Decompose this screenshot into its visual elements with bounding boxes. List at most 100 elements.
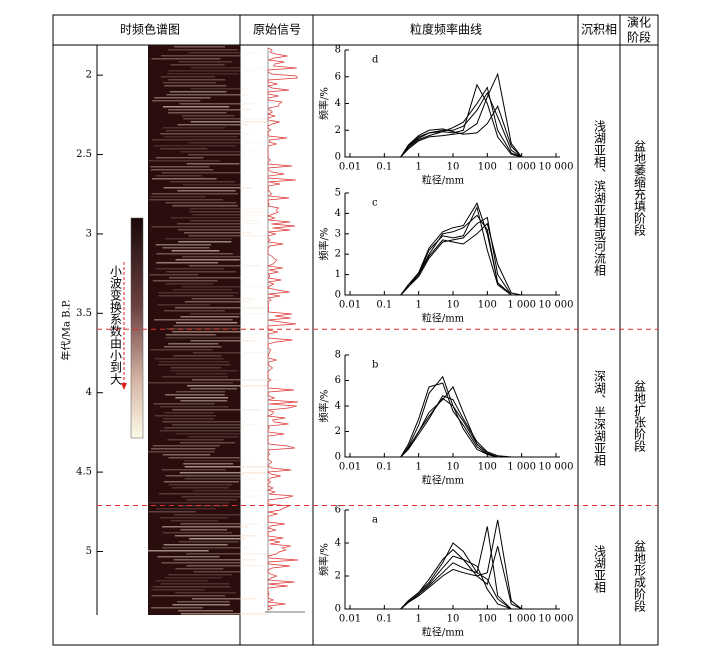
spectrogram-band <box>189 211 267 213</box>
header: 阶段 <box>627 30 651 45</box>
x-tick-label: 0.1 <box>376 162 392 173</box>
y-tick-label: 4 <box>86 387 92 398</box>
curve <box>400 382 522 458</box>
header: 演化 <box>627 15 651 30</box>
table-frame <box>52 14 659 646</box>
spectrogram-band <box>179 541 239 543</box>
y-tick-label: 1 <box>335 269 341 280</box>
spectrogram-band <box>188 52 262 54</box>
spectrogram-band <box>148 502 229 504</box>
y-tick-label: 0 <box>335 290 341 301</box>
spectrogram-band <box>178 505 225 507</box>
spectrogram-band <box>160 76 215 78</box>
spectrogram-band <box>162 547 251 549</box>
y-axis-label: 频率/% <box>318 543 331 576</box>
x-axis-label: 粒径/mm <box>422 626 465 639</box>
spectrogram-band <box>148 451 215 453</box>
x-tick-label: 100 <box>478 614 497 625</box>
spectrogram-band <box>176 391 226 393</box>
spectrogram-band <box>188 154 245 156</box>
spectrogram-band <box>174 535 257 537</box>
stage: 盆地形成阶段 <box>633 540 647 613</box>
spectrogram-band <box>164 412 214 414</box>
x-tick-label: 10 000 <box>539 614 574 625</box>
spectrogram-band <box>182 256 243 258</box>
spectrogram-band <box>159 430 242 432</box>
spectrogram-band <box>175 259 240 261</box>
spectrogram-band <box>189 208 266 210</box>
spectrogram-band <box>170 370 238 372</box>
spectrogram-band <box>175 307 266 309</box>
curve <box>400 555 522 610</box>
facies: 深湖、半深湖亚相 <box>593 370 607 466</box>
x-tick-label: 1 <box>415 162 421 173</box>
spectrogram-band <box>163 346 222 348</box>
curve <box>400 519 523 610</box>
spectrogram-band <box>170 64 225 66</box>
spectrogram-band <box>174 514 249 516</box>
curve <box>400 83 522 158</box>
curve <box>400 72 523 158</box>
spectrogram-band <box>177 190 236 192</box>
spectrogram-band <box>184 466 274 468</box>
curve <box>400 202 522 296</box>
spectrogram-band <box>164 577 223 579</box>
y-tick-label: 2 <box>335 426 341 437</box>
spectrogram-band <box>152 445 220 447</box>
spectrogram-band <box>159 361 230 363</box>
spectrogram-band <box>156 253 233 255</box>
spectrogram-band <box>148 511 196 513</box>
spectrogram-band <box>157 556 220 558</box>
spectrogram-band <box>162 106 230 108</box>
spectrogram-band <box>163 544 228 546</box>
spectrogram-band <box>189 538 246 540</box>
y-tick-label: 8 <box>335 45 341 56</box>
y-tick-label: 6 <box>335 375 341 386</box>
y-tick-label: 4 <box>335 538 341 549</box>
spectrogram-band <box>150 166 210 168</box>
spectrogram-band <box>151 196 206 198</box>
spectrogram-band <box>166 271 236 273</box>
spectrogram-band <box>159 493 249 495</box>
spectrogram-band <box>190 88 248 90</box>
y-tick-label: 5 <box>335 188 341 199</box>
x-axis-label: 粒径/mm <box>422 474 465 487</box>
spectrogram-band <box>157 364 231 366</box>
stage: 盆地萎缩充填阶段 <box>633 140 647 237</box>
spectrogram-band <box>167 439 224 441</box>
x-tick-label: 0.01 <box>339 462 361 473</box>
spectrogram-band <box>164 85 227 87</box>
spectrogram-band <box>160 583 230 585</box>
spectrogram-band <box>151 595 226 597</box>
spectrogram-band <box>152 280 218 282</box>
spectrogram-band <box>180 523 259 525</box>
spectrogram-band <box>156 262 219 264</box>
spectrogram-band <box>176 322 238 324</box>
spectrogram-band <box>177 601 230 603</box>
spectrogram-band <box>189 265 262 267</box>
spectrogram-band <box>168 277 241 279</box>
spectrogram-band <box>165 202 237 204</box>
spectrogram-band <box>164 238 233 240</box>
spectrogram-band <box>149 199 223 201</box>
spectrogram-band <box>163 418 214 420</box>
y-tick-label: 0 <box>335 452 341 463</box>
y-tick-label: 6 <box>335 505 341 516</box>
spectrogram-band <box>190 220 262 222</box>
curve <box>400 91 522 158</box>
spectrogram-band <box>184 460 250 462</box>
x-tick-label: 10 <box>447 614 460 625</box>
header: 原始信号 <box>253 23 301 37</box>
spectrogram-band <box>180 400 228 402</box>
x-tick-label: 100 <box>478 300 497 311</box>
y-tick-label: 2.5 <box>76 149 92 160</box>
spectrogram-band <box>186 163 240 165</box>
spectrogram-band <box>150 169 214 171</box>
y-tick-label: 5 <box>86 546 92 557</box>
spectrogram-band <box>164 310 225 312</box>
spectrogram-band <box>160 148 208 150</box>
x-tick-label: 0.01 <box>339 162 361 173</box>
spectrogram-band <box>170 520 219 522</box>
spectrogram-band <box>162 376 228 378</box>
spectrogram-band <box>151 226 243 228</box>
